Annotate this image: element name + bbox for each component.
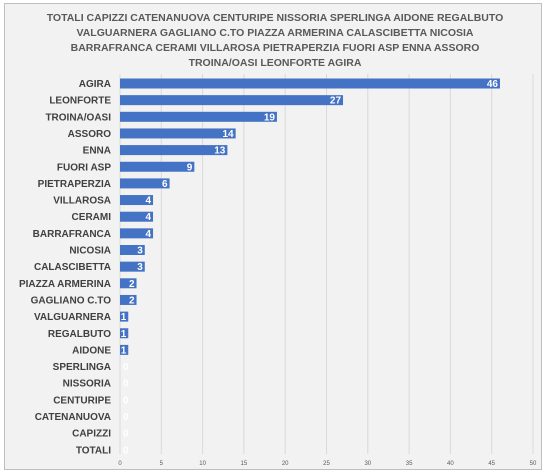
bar-value-label: 13: [214, 146, 226, 157]
bar-value-label: 0: [123, 395, 129, 406]
x-tick-label: 10: [199, 461, 206, 467]
category-labels: AGIRA LEONFORTE TROINA/OASI ASSORO ENNA FUORI…: [19, 79, 111, 456]
bar-value-label: 0: [123, 429, 129, 440]
bar: [120, 211, 154, 222]
bar: [120, 195, 154, 206]
category-label: AGIRA: [79, 79, 111, 90]
category-label: VILLAROSA: [53, 196, 111, 207]
category-label: CERAMI: [72, 212, 112, 223]
x-tick-label: 35: [406, 461, 413, 467]
bar: [120, 278, 137, 289]
x-axis-tick-labels: 0 5 10 15 20 25 30 35 40 45 50: [118, 461, 537, 467]
gridlines: [119, 74, 534, 454]
bar: [120, 245, 145, 255]
bar-value-label: 3: [137, 262, 143, 273]
x-tick-label: 25: [323, 461, 330, 467]
bar-value-label: 2: [129, 295, 135, 306]
bar: [120, 95, 344, 106]
bar: [120, 311, 129, 322]
category-label: LEONFORTE: [49, 96, 111, 107]
category-label: ENNA: [83, 146, 111, 157]
bar: [120, 111, 277, 122]
category-label: NICOSIA: [69, 246, 111, 257]
bar-value-label: 0: [123, 362, 129, 373]
category-label: CATENANUOVA: [35, 412, 111, 423]
category-label: AIDONE: [72, 345, 111, 356]
bar-value-label: 4: [145, 196, 151, 207]
bar-value-label: 9: [187, 162, 193, 173]
category-label: CALASCIBETTA: [34, 262, 111, 273]
x-tick-label: 45: [488, 461, 495, 467]
bar: [120, 161, 195, 172]
bar: [120, 261, 145, 272]
bar-value-label: 27: [330, 96, 342, 107]
x-tick-label: 15: [241, 461, 248, 467]
bar-value-label: 4: [145, 212, 151, 223]
category-label: TOTALI: [76, 445, 111, 456]
category-label: TROINA/OASI: [45, 112, 111, 123]
category-label: PIAZZA ARMERINA: [19, 279, 111, 290]
x-tick-label: 40: [447, 461, 454, 467]
bar-value-label: 0: [123, 412, 129, 423]
bar-value-label: 14: [223, 129, 235, 140]
bar: [120, 145, 228, 156]
bar-value-label: 4: [145, 229, 151, 240]
bar: [120, 294, 137, 305]
bar: [120, 128, 236, 139]
category-label: NISSORIA: [63, 379, 111, 390]
chart-frame: TOTALI CAPIZZI CATENANUOVA CENTURIPE NIS…: [4, 3, 542, 470]
bar-value-label: 46: [487, 79, 499, 90]
bar: [120, 228, 154, 239]
x-tick-label: 30: [364, 461, 371, 467]
category-label: ASSORO: [68, 129, 112, 140]
x-tick-label: 50: [530, 461, 537, 467]
bar-value-label: 19: [264, 112, 276, 123]
category-label: CENTURIPE: [53, 395, 111, 406]
category-label: VALGUARNERA: [34, 312, 111, 323]
bar: [120, 178, 170, 189]
bar-value-label: 0: [123, 445, 129, 456]
bar: [120, 78, 500, 89]
chart-title: TOTALI CAPIZZI CATENANUOVA CENTURIPE NIS…: [46, 12, 504, 69]
bar-value-label: 1: [121, 345, 127, 356]
category-label: BARRAFRANCA: [33, 229, 111, 240]
bar-value-label: 2: [129, 279, 135, 290]
bar: [120, 344, 129, 355]
x-tick-label: 0: [118, 461, 122, 467]
x-tick-label: 20: [282, 461, 289, 467]
bar-value-label: 1: [121, 329, 127, 340]
category-label: SPERLINGA: [53, 362, 111, 373]
category-label: PIETRAPERZIA: [38, 179, 111, 190]
category-label: GAGLIANO C.TO: [31, 295, 112, 306]
bar: [120, 328, 129, 339]
category-label: FUORI ASP: [57, 162, 111, 173]
bar-value-label: 6: [162, 179, 168, 190]
bar-value-label: 1: [121, 312, 127, 323]
x-tick-label: 5: [160, 461, 164, 467]
bar-value-label: 0: [123, 379, 129, 390]
bar-value-label: 3: [137, 246, 143, 257]
category-label: CAPIZZI: [72, 429, 111, 440]
category-label: REGALBUTO: [48, 329, 111, 340]
